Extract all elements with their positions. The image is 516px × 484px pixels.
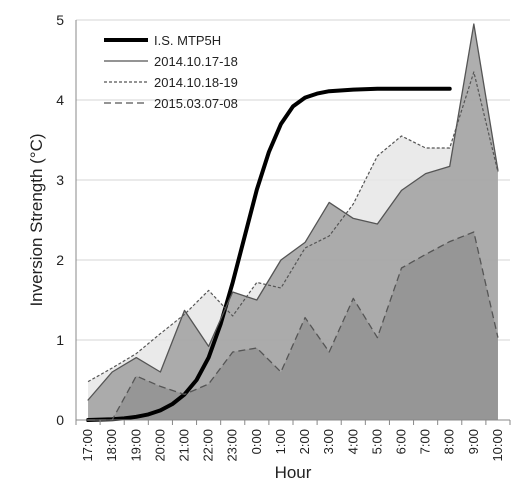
x-tick-label: 21:00: [177, 429, 192, 462]
x-tick-label: 18:00: [104, 429, 119, 462]
y-axis-title: Inversion Strength (°C): [27, 133, 46, 306]
x-axis-title: Hour: [275, 463, 312, 482]
series-line-0: [86, 86, 452, 422]
series-areas: [88, 24, 498, 420]
legend-label: 2014.10.17-18: [154, 54, 238, 69]
y-tick-label: 0: [56, 412, 64, 428]
x-tick-label: 0:00: [249, 429, 264, 454]
y-tick-label: 1: [56, 332, 64, 348]
legend: I.S. MTP5H 2014.10.17-18 2014.10.18-19 2015…: [104, 33, 238, 111]
series-line-2: [87, 71, 499, 383]
x-tick-label: 8:00: [442, 429, 457, 454]
x-tick-label: 1:00: [273, 429, 288, 454]
x-tick-label: 10:00: [490, 429, 505, 462]
y-tick-label: 2: [56, 252, 64, 268]
legend-label: I.S. MTP5H: [154, 33, 221, 48]
y-tick-labels: 0 1 2 3 4 5: [56, 12, 64, 428]
x-tick-label: 3:00: [321, 429, 336, 454]
x-tick-label: 6:00: [394, 429, 409, 454]
axes: [75, 20, 511, 425]
y-tick-label: 5: [56, 12, 64, 28]
x-tick-label: 22:00: [201, 429, 216, 462]
y-tick-label: 3: [56, 172, 64, 188]
x-tick-labels: 17:00 18:00 19:00 20:00 21:00 22:00 23:00 0:00 1…: [80, 429, 505, 462]
x-tick-label: 17:00: [80, 429, 95, 462]
x-tick-label: 20:00: [152, 429, 167, 462]
legend-label: 2014.10.18-19: [154, 75, 238, 90]
series-lines: [86, 23, 499, 422]
area-series-3: [88, 232, 498, 420]
x-tick-label: 23:00: [225, 429, 240, 462]
x-tick-label: 19:00: [128, 429, 143, 462]
series-line-3: [88, 231, 499, 421]
x-tick-label: 2:00: [297, 429, 312, 454]
series-line-1: [87, 23, 499, 401]
x-tick-label: 9:00: [466, 429, 481, 454]
y-tick-label: 4: [56, 92, 64, 108]
x-tick-label: 4:00: [345, 429, 360, 454]
legend-label: 2015.03.07-08: [154, 96, 238, 111]
x-tick-label: 5:00: [369, 429, 384, 454]
x-tick-label: 7:00: [418, 429, 433, 454]
